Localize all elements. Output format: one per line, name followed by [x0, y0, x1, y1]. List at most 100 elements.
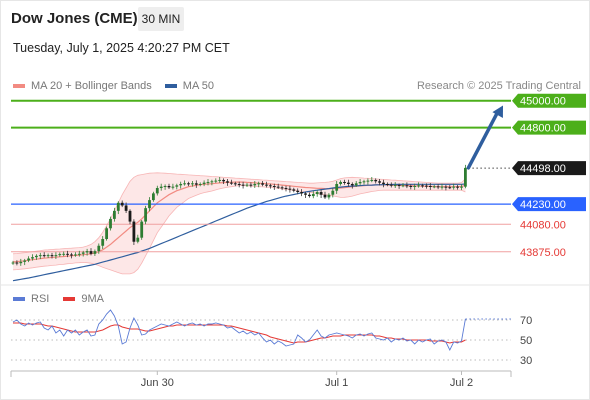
candle: [269, 183, 272, 189]
candle-body: [452, 186, 456, 188]
candle: [27, 256, 30, 263]
candle-body: [409, 186, 413, 187]
candle: [74, 252, 77, 257]
candle: [175, 183, 179, 190]
candle-body: [89, 251, 93, 254]
candle: [382, 179, 385, 188]
candle: [405, 182, 409, 189]
candle-body: [54, 255, 58, 257]
candle: [444, 185, 448, 191]
level-label-44498: 44498.00: [512, 161, 586, 176]
candle: [362, 179, 366, 185]
candle-body: [257, 183, 261, 185]
candle: [116, 201, 120, 215]
candle: [120, 200, 124, 208]
candle-body: [124, 205, 128, 211]
rsi-label: RSI: [31, 293, 50, 305]
candle-body: [237, 183, 241, 185]
candle: [50, 252, 54, 259]
candle: [35, 254, 38, 260]
legend-rsi[interactable]: RSI: [13, 293, 49, 305]
candle-body: [358, 181, 362, 184]
candle: [230, 179, 233, 185]
candle: [171, 183, 175, 190]
candle: [460, 184, 463, 191]
candle: [284, 185, 288, 192]
level-text-44080: 44080.00: [520, 219, 566, 231]
level-label-44230: 44230.00: [512, 197, 586, 212]
candle: [179, 181, 183, 189]
candle-body: [241, 184, 245, 186]
candle: [249, 182, 253, 188]
candle: [66, 250, 69, 258]
candle: [245, 183, 249, 187]
last-price-text: 44498.00: [520, 163, 566, 175]
candle-body: [191, 183, 194, 185]
candle-body: [272, 186, 276, 187]
legend-ma50[interactable]: MA 50: [164, 80, 214, 92]
candle-body: [128, 210, 132, 222]
candle: [62, 251, 66, 257]
ma50-label: MA 50: [182, 80, 214, 92]
candle-body: [70, 254, 73, 256]
candle: [241, 181, 245, 189]
legend-9ma[interactable]: 9MA: [63, 293, 104, 305]
candle: [393, 182, 397, 189]
bollinger-band-area: [13, 172, 466, 274]
candle-body: [269, 185, 272, 187]
candle-body: [413, 186, 417, 187]
candle: [101, 236, 105, 249]
rsi-tick-label: 50: [520, 335, 532, 347]
candle: [124, 202, 128, 213]
candle: [70, 252, 73, 259]
candle: [331, 188, 335, 198]
candle-body: [15, 262, 19, 264]
candle-body: [417, 185, 420, 187]
level-text-44230: 44230.00: [520, 199, 566, 211]
candle-body: [284, 188, 288, 190]
candle: [11, 260, 15, 265]
timeframe-button[interactable]: 30 MIN: [138, 7, 184, 31]
candle: [311, 191, 315, 199]
candle: [38, 252, 42, 260]
candle-body: [389, 184, 393, 186]
candle: [148, 197, 151, 212]
candle: [288, 185, 292, 193]
candle: [354, 181, 358, 187]
rsi-line: [12, 309, 466, 352]
candle: [327, 193, 331, 200]
candle: [335, 181, 339, 194]
candle-body: [350, 183, 354, 186]
candle-body: [245, 184, 249, 186]
candle: [456, 185, 459, 190]
candle: [370, 177, 374, 183]
candle: [42, 252, 46, 258]
candle-body: [464, 167, 467, 187]
candle-body: [27, 258, 30, 261]
ma9-label: 9MA: [81, 293, 104, 305]
legend-ma20-bb[interactable]: MA 20 + Bollinger Bands: [13, 80, 152, 92]
candle-body: [233, 183, 237, 185]
candle: [167, 183, 171, 189]
candle-body: [288, 188, 292, 190]
candle-body: [120, 202, 124, 206]
candle: [319, 189, 323, 198]
candle-body: [335, 183, 339, 191]
candle: [409, 184, 413, 190]
candle-body: [187, 183, 190, 185]
candle: [413, 183, 417, 190]
candle-body: [62, 253, 66, 255]
candle-body: [456, 186, 459, 188]
candle-body: [222, 179, 225, 182]
candle: [401, 183, 405, 188]
candle-body: [444, 186, 448, 188]
candle-body: [378, 181, 381, 183]
time-tick-label: Jul 2: [450, 377, 473, 389]
rsi-legend: RSI 9MA: [13, 293, 118, 305]
candle: [350, 182, 354, 189]
candle-body: [31, 257, 34, 259]
candle: [202, 180, 206, 187]
last-price-tag: [512, 161, 586, 176]
candle: [187, 181, 190, 187]
